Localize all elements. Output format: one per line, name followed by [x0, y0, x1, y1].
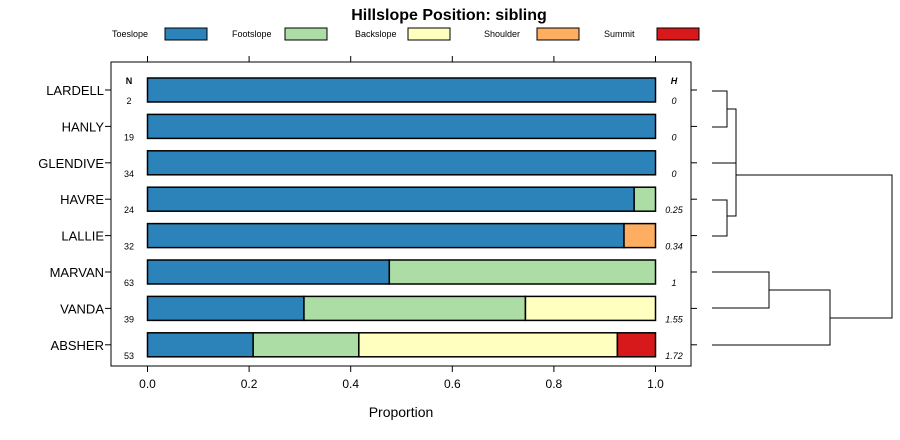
bar-segment [633, 186, 657, 212]
bar-segment [303, 295, 527, 322]
bar-segment [146, 77, 657, 103]
n-value: 2 [126, 96, 131, 106]
dendrogram [712, 90, 893, 346]
n-value: 39 [124, 314, 134, 324]
legend: Toeslope Footslope Backslope Shoulder Summit [112, 27, 700, 41]
x-tick-label: 0.8 [546, 377, 563, 391]
bar-segment [146, 113, 657, 140]
n-value: 24 [124, 205, 134, 215]
dendrogram-branch [712, 271, 770, 309]
h-value: 0.25 [665, 205, 684, 215]
bar-segment [358, 332, 619, 358]
h-value: 1.55 [665, 314, 684, 324]
bar-segment [388, 259, 657, 285]
x-tick-label: 0.0 [139, 377, 156, 391]
bar-segment [252, 332, 360, 358]
plot-frame [110, 61, 692, 367]
x-tick-label: 0.6 [444, 377, 461, 391]
category-label: ABSHER [51, 338, 104, 353]
bar-segment [524, 295, 657, 322]
x-tick-label: 1.0 [647, 377, 664, 391]
chart-title: Hillslope Position: sibling [351, 7, 547, 24]
legend-label: Backslope [355, 29, 397, 39]
category-label: MARVAN [50, 265, 104, 280]
x-axis: 0.0 0.2 0.4 0.6 0.8 1.0 [139, 56, 664, 391]
bar-segment [623, 222, 657, 249]
n-value: 19 [124, 132, 134, 142]
bar-segment [146, 259, 391, 285]
n-value: 34 [124, 169, 134, 179]
h-value: 0 [671, 169, 676, 179]
legend-label: Summit [604, 29, 635, 39]
x-axis-label: Proportion [369, 404, 434, 420]
category-label: LARDELL [46, 83, 104, 98]
legend-label: Shoulder [484, 29, 520, 39]
category-label: LALLIE [61, 229, 104, 244]
bar-segment [146, 150, 657, 176]
h-value: 0.34 [665, 242, 683, 252]
category-label: VANDA [60, 301, 104, 316]
h-values: 0 0 0 0.25 0.34 1 1.55 1.72 [665, 96, 684, 361]
n-value: 53 [124, 351, 134, 361]
legend-swatch [536, 27, 580, 41]
n-values: 2 19 34 24 32 63 39 53 [124, 96, 134, 361]
h-value: 1 [671, 278, 676, 288]
n-header: N [126, 76, 133, 86]
h-value: 0 [671, 96, 676, 106]
dendrogram-branch [736, 174, 893, 319]
legend-swatch [407, 27, 451, 41]
legend-label: Toeslope [112, 29, 148, 39]
category-label: HAVRE [60, 192, 104, 207]
bar-segment [146, 295, 305, 322]
n-value: 32 [124, 242, 134, 252]
category-label: HANLY [62, 119, 105, 134]
x-tick-label: 0.4 [342, 377, 359, 391]
legend-swatch [284, 27, 328, 41]
category-labels: LARDELL HANLY GLENDIVE HAVRE LALLIE MARVAN VAN… [38, 83, 697, 353]
legend-label: Footslope [232, 29, 272, 39]
h-value: 1.72 [665, 351, 683, 361]
dendrogram-branch [712, 90, 728, 128]
x-tick-label: 0.2 [241, 377, 258, 391]
bar-segment [146, 186, 635, 212]
bar-segment [616, 332, 657, 358]
legend-swatch [164, 27, 208, 41]
n-value: 63 [124, 278, 134, 288]
dendrogram-branch [712, 289, 831, 346]
bars-layer [146, 77, 657, 358]
legend-swatch [656, 27, 700, 41]
h-value: 0 [671, 132, 676, 142]
category-label: GLENDIVE [38, 156, 104, 171]
bar-segment [146, 222, 625, 249]
bar-segment [146, 332, 254, 358]
dendrogram-branch [712, 199, 728, 237]
h-header: H [671, 76, 678, 86]
